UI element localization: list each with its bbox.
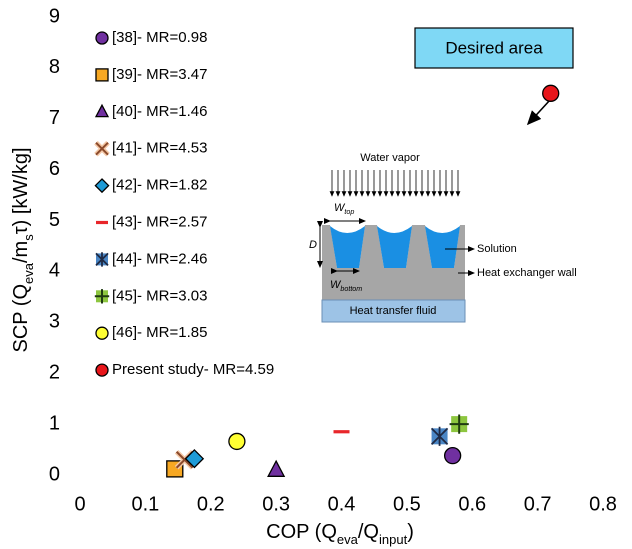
- inset-text-part: W: [330, 279, 342, 291]
- marker-shape: [184, 448, 205, 469]
- legend-marker: [94, 140, 110, 157]
- inset-text-part: top: [344, 208, 354, 216]
- y-axis-label-part: τ) [kW/kg]: [10, 147, 32, 234]
- inset: Water vapor Heat transfer fluid D Soluti…: [309, 152, 577, 323]
- marker-shape: [449, 414, 469, 434]
- legend-marker: [95, 252, 109, 267]
- legend-marker: [95, 68, 109, 82]
- y-tick-label: 1: [49, 412, 60, 434]
- legend-marker: [95, 326, 109, 340]
- inset-text: Heat transfer fluid: [350, 305, 437, 317]
- x-tick-label: 0.8: [589, 493, 617, 515]
- legend-label: [40]- MR=1.46: [112, 103, 207, 120]
- x-tick-label: 0.5: [393, 493, 421, 515]
- inset-text: D: [309, 239, 317, 251]
- y-tick-label: 9: [49, 5, 60, 27]
- legend-marker: [94, 103, 110, 118]
- legend-marker: [95, 363, 109, 377]
- marker-shape: [267, 459, 286, 477]
- y-tick-label: 7: [49, 107, 60, 129]
- marker-shape: [430, 426, 449, 446]
- marker-shape: [95, 326, 109, 340]
- marker-shape: [95, 141, 109, 156]
- legend-marker: [96, 220, 108, 225]
- legend-label: [46]- MR=1.85: [112, 324, 207, 341]
- x-axis-label-part: COP (Q: [266, 521, 337, 543]
- marker-shape: [96, 220, 108, 225]
- x-tick-label: 0.1: [131, 493, 159, 515]
- marker-shape: [95, 68, 109, 82]
- legend-label: [44]- MR=2.46: [112, 250, 207, 267]
- marker-shape: [95, 363, 109, 377]
- arrow: [526, 99, 551, 126]
- y-tick-label: 6: [49, 158, 60, 180]
- x-tick-label: 0.3: [262, 493, 290, 515]
- y-tick-label: 2: [49, 362, 60, 384]
- marker-shape: [94, 178, 110, 194]
- legend-label: [38]- MR=0.98: [112, 29, 207, 46]
- annotation: Desired area: [445, 38, 543, 57]
- legend-label: Present study- MR=4.59: [112, 361, 274, 378]
- x-axis-label-part: /Q: [358, 521, 379, 543]
- point: [443, 447, 462, 465]
- point: [267, 459, 286, 477]
- legend-label: [39]- MR=3.47: [112, 66, 207, 83]
- inset-text-part: W: [334, 202, 346, 214]
- inset-text: Wbottom: [330, 279, 362, 293]
- y-axis-label-part: /m: [10, 241, 32, 263]
- point: [184, 448, 205, 469]
- point: [542, 84, 560, 102]
- x-tick-label: 0.7: [524, 493, 552, 515]
- x-tick-label: 0: [74, 493, 85, 515]
- marker-shape: [95, 252, 109, 267]
- y-tick-label: 8: [49, 56, 60, 78]
- legend-marker: [95, 31, 109, 45]
- point: [430, 426, 449, 446]
- y-axis-label: SCP (Qeva/msτ) [kW/kg]: [10, 147, 36, 352]
- x-tick-label: 0.4: [328, 493, 356, 515]
- y-tick-label: 3: [49, 311, 60, 333]
- legend-label: [45]- MR=3.03: [112, 287, 207, 304]
- x-axis-label-part: eva: [337, 532, 359, 547]
- marker-shape: [333, 430, 350, 434]
- marker-shape: [443, 447, 462, 465]
- y-axis-label-part: s: [21, 234, 36, 241]
- solution: [330, 226, 460, 268]
- legend-label: [41]- MR=4.53: [112, 140, 207, 157]
- legend-marker: [94, 178, 110, 194]
- annotation-box: [414, 27, 574, 69]
- marker-shape: [94, 103, 110, 118]
- inset-text: Wtop: [334, 202, 354, 216]
- inset-text-part: bottom: [340, 285, 362, 293]
- inset-text: Solution: [477, 243, 517, 255]
- point: [449, 414, 469, 434]
- legend-label: [42]- MR=1.82: [112, 177, 207, 194]
- x-axis-label-part: input: [379, 532, 408, 547]
- x-axis-label: COP (Qeva/Qinput): [266, 521, 414, 547]
- x-axis-label-part: ): [407, 521, 414, 543]
- y-tick-label: 5: [49, 209, 60, 231]
- x-tick-label: 0.2: [197, 493, 225, 515]
- point: [333, 430, 350, 434]
- inset-text: Heat exchanger wall: [477, 267, 577, 279]
- y-axis-label-part: eva: [21, 262, 36, 284]
- marker-shape: [228, 432, 246, 451]
- marker-shape: [94, 289, 110, 304]
- marker-shape: [542, 84, 560, 102]
- legend-label: [43]- MR=2.57: [112, 213, 207, 230]
- y-tick-label: 0: [49, 463, 60, 485]
- y-axis-label-part: SCP (Q: [10, 284, 32, 353]
- legend-marker: [94, 289, 110, 304]
- fluid: [321, 299, 466, 323]
- x-tick-label: 0.6: [458, 493, 486, 515]
- point: [228, 432, 246, 451]
- y-tick-label: 4: [49, 260, 60, 282]
- marker-shape: [95, 31, 109, 45]
- inset-text: Water vapor: [360, 152, 420, 164]
